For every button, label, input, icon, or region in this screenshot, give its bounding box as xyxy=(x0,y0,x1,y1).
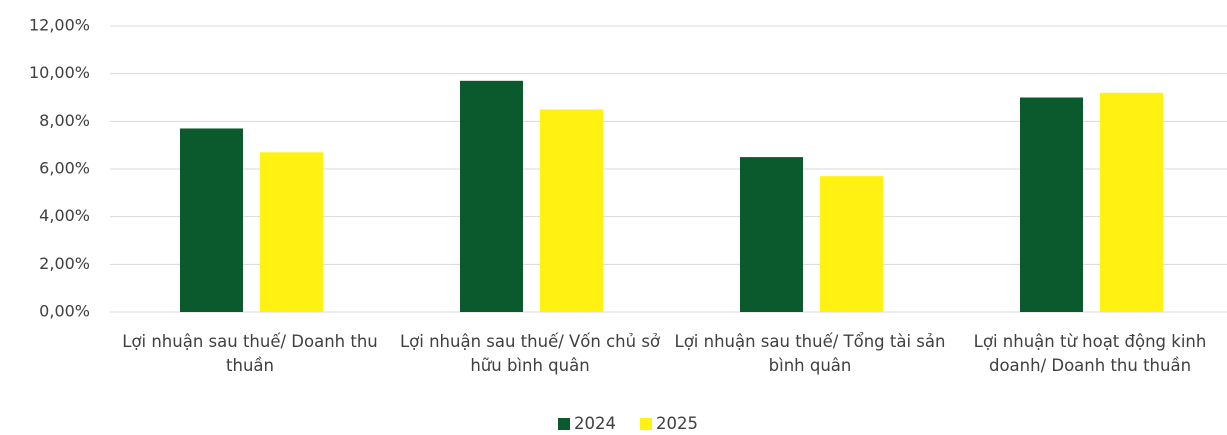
legend-label: 2024 xyxy=(574,414,616,433)
bar xyxy=(1020,97,1083,312)
bar xyxy=(260,152,323,312)
y-tick-label: 12,00% xyxy=(29,16,90,35)
y-tick-label: 4,00% xyxy=(39,206,90,225)
x-tick-label: Lợi nhuận sau thuế/ Doanh thu thuần xyxy=(122,332,378,375)
legend-swatch xyxy=(558,417,570,430)
bar xyxy=(540,109,603,313)
bar xyxy=(180,128,243,312)
y-tick-label: 6,00% xyxy=(39,159,90,178)
y-tick-label: 10,00% xyxy=(29,63,90,82)
legend-swatch xyxy=(640,417,652,430)
bar xyxy=(820,176,883,312)
legend-item: 2025 xyxy=(640,414,698,433)
legend-label: 2025 xyxy=(656,414,698,433)
y-tick-label: 2,00% xyxy=(39,254,90,273)
legend-item: 2024 xyxy=(558,414,616,433)
bar xyxy=(460,80,523,312)
bar xyxy=(1100,92,1163,312)
y-tick-label: 0,00% xyxy=(39,302,90,321)
x-tick-label: Lợi nhuận sau thuế/ Tổng tài sản bình qu… xyxy=(674,332,946,375)
x-tick-label: Lợi nhuận từ hoạt động kinh doanh/ Doanh… xyxy=(973,332,1207,375)
y-tick-label: 8,00% xyxy=(39,111,90,130)
bar xyxy=(740,157,803,312)
x-tick-label: Lợi nhuận sau thuế/ Vốn chủ sở hữu bình … xyxy=(399,332,661,375)
